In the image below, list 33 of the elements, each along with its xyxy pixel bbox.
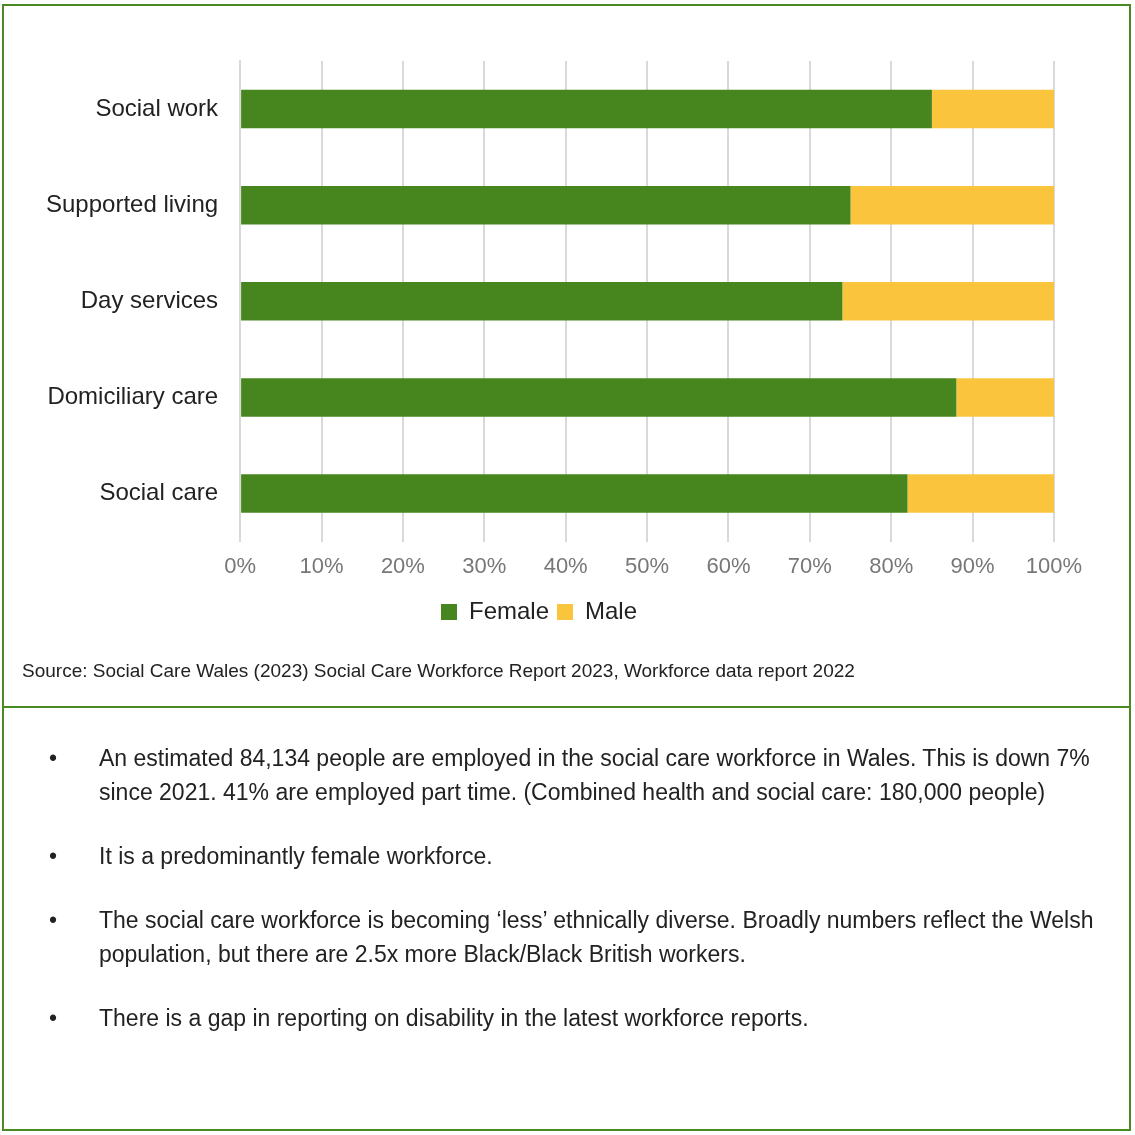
legend-label: Male [585,596,638,624]
x-tick-label: 80% [869,552,914,578]
bar [241,89,932,129]
text: • The social care workforce is becoming ‘less’ ethnically diverse. Broadly numbers reflect the Welsh population, but there are 2.5x more Black/Black British workers. [49,907,1094,967]
x-tick-label: 30% [462,552,507,578]
bar [241,474,908,513]
bar [956,378,1054,417]
bar [931,89,1054,129]
y-tick-label: Supported living [45,189,219,217]
y-tick-label: Domiciliary care [47,382,219,410]
x-tick-label: 100% [1025,552,1083,578]
x-tick-label: 60% [706,552,751,578]
bar [850,185,1054,225]
x-tick-label: 0% [224,552,257,578]
x-tick-label: 70% [787,552,832,578]
x-tick-label: 20% [380,552,425,578]
text: • There is a gap in reporting on disability in the latest workforce reports. [49,1005,809,1031]
text: • It is a predominantly female workforce. [49,843,493,869]
text: • An estimated 84,134 people are employed in the social care workforce in Wales. This is down 7% since 2021. 41% are employed part time. (Combined health and social care: 180,000 people) [49,745,1090,805]
y-tick-label: Social care [99,478,219,506]
y-tick-label: Day services [80,285,219,313]
bar [241,282,843,321]
source-note: Source: Social Care Wales (2023) Social Care Workforce Report 2023, Workforce data report 2022 [22,660,855,682]
bar [241,378,957,417]
bar [241,185,851,225]
y-tick-label: Social work [95,93,220,121]
bar [842,282,1054,321]
x-tick-label: 10% [299,552,344,578]
legend-label: Female [468,596,550,624]
bar [907,474,1054,513]
x-tick-label: 40% [543,552,588,578]
x-tick-label: 90% [950,552,995,578]
x-tick-label: 50% [625,552,670,578]
